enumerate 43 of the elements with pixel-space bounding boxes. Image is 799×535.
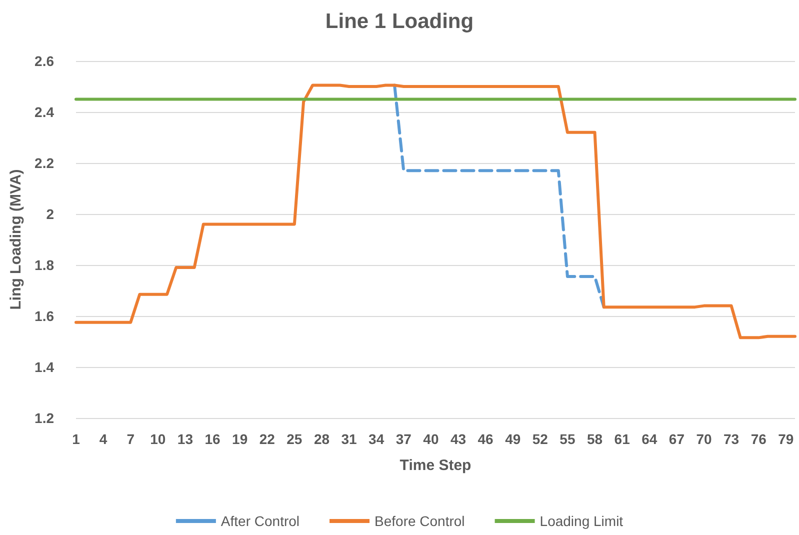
x-tick-label: 52 [532,431,548,447]
x-tick-label: 34 [368,431,384,447]
x-tick-label: 4 [99,431,108,447]
legend-label: Loading Limit [540,513,624,529]
x-tick-label: 64 [642,431,658,447]
x-tick-label: 22 [259,431,276,447]
y-tick-label: 1.4 [34,359,54,375]
line-series [74,84,796,340]
x-tick-label: 16 [204,431,221,447]
x-tick-label: 25 [286,431,302,447]
x-tick-label: 55 [560,431,576,447]
x-tick-label: 10 [150,431,166,447]
y-tick-label: 1.8 [34,257,54,273]
y-tick-label: 2.6 [34,53,54,69]
x-tick-label: 70 [696,431,712,447]
x-tick-label: 73 [724,431,740,447]
x-tick-label: 79 [778,431,794,447]
x-axis-title: Time Step [400,457,472,474]
x-tick-label: 67 [668,431,685,447]
x-tick-label: 7 [126,431,135,447]
y-axis-title: Ling Loading (MVA) [8,169,25,310]
x-tick-label: 61 [614,431,630,447]
x-tick-label: 31 [341,431,358,447]
chart-title: Line 1 Loading [325,10,474,33]
line-series [393,84,606,309]
x-tick-label: 1 [72,431,80,447]
x-tick-label: 37 [396,431,412,447]
x-tick-label: 76 [750,431,767,447]
x-tick-label: 28 [314,431,330,447]
x-tick-label: 40 [423,431,439,447]
x-tick-label: 13 [177,431,194,447]
legend-label: After Control [220,513,300,529]
y-tick-label: 2 [46,206,54,222]
x-tick-label: 46 [478,431,494,447]
x-tick-label: 58 [586,431,603,447]
x-tick-label: 19 [232,431,248,447]
legend-label: Before Control [374,513,465,529]
y-tick-label: 2.4 [34,104,54,120]
x-tick-label: 49 [505,431,521,447]
y-tick-label: 1.6 [34,308,54,324]
y-tick-label: 1.2 [34,410,54,426]
y-tick-label: 2.2 [34,155,54,171]
x-tick-label: 43 [450,431,466,447]
